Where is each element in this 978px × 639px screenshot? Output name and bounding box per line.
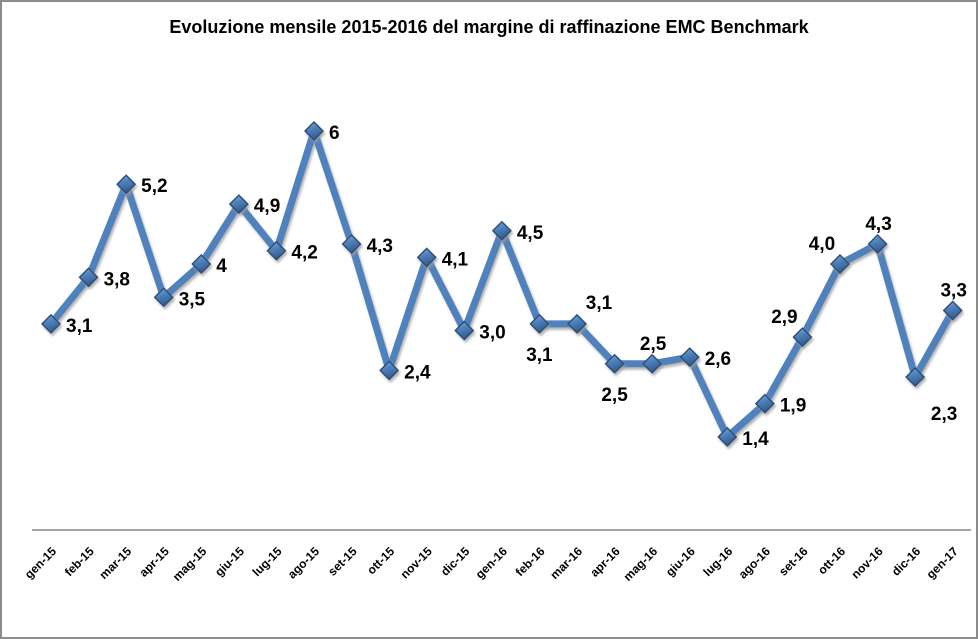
x-axis-tick-label-lug-15: lug-15 [250,544,285,579]
data-point-marker-lug-16 [717,426,738,447]
data-label-nov-15: 4,1 [442,249,469,270]
data-point-marker-gen-16 [491,220,512,241]
x-axis-tick-label-mar-15: mar-15 [97,544,135,582]
data-label-mag-15: 4 [216,256,227,277]
data-label-set-16: 2,9 [771,307,797,328]
x-axis-tick-label-mag-16: mag-16 [621,544,661,584]
data-label-feb-16: 3,1 [526,345,553,366]
x-axis-tick-label-gen-17: gen-17 [924,544,961,581]
x-axis-tick-label-dic-16: dic-16 [889,544,924,579]
data-point-marker-dic-16 [905,367,926,388]
data-point-marker-nov-16 [867,234,888,255]
data-label-giu-16: 2,6 [705,349,731,370]
data-label-dic-16: 2,3 [931,404,957,425]
x-axis-tick-label-apr-15: apr-15 [136,544,172,580]
data-label-lug-15: 4,2 [291,243,317,264]
data-label-nov-16: 4,3 [865,214,891,235]
x-axis-tick-label-giu-16: giu-16 [663,544,698,579]
x-axis-tick-label-ago-15: ago-15 [285,544,322,581]
data-label-dic-15: 3,0 [479,323,505,344]
data-label-lug-16: 1,4 [742,429,769,450]
x-axis-tick-label-ago-16: ago-16 [736,544,773,581]
data-label-ott-15: 2,4 [404,362,431,383]
data-point-marker-gen-17 [942,300,963,321]
x-axis-tick-label-nov-15: nov-15 [398,544,435,581]
x-axis-tick-label-giu-15: giu-15 [212,544,247,579]
data-label-mag-16: 2,5 [640,334,667,355]
x-axis-tick-label-mar-16: mar-16 [547,544,585,582]
data-point-marker-giu-16 [679,347,700,368]
data-label-set-15: 4,3 [367,236,393,257]
data-label-mar-15: 5,2 [141,176,167,197]
x-axis-tick-label-set-15: set-15 [325,544,360,579]
data-point-marker-lug-15 [266,240,287,261]
x-axis-tick-label-feb-16: feb-16 [513,544,548,579]
data-label-ago-16: 1,9 [780,396,806,417]
data-point-marker-mag-16 [642,353,663,374]
x-axis-tick-label-nov-16: nov-16 [848,544,885,581]
data-label-gen-15: 3,1 [66,316,93,337]
x-axis-tick-label-feb-15: feb-15 [62,544,97,579]
data-point-marker-ott-16 [830,254,850,274]
data-label-mar-16: 3,1 [586,293,613,314]
x-axis-tick-label-lug-16: lug-16 [701,544,736,579]
data-point-marker-mar-15 [116,174,137,195]
data-point-marker-nov-15 [416,247,437,268]
data-label-giu-15: 4,9 [254,196,280,217]
data-label-ago-15: 6 [329,123,340,144]
data-point-marker-mar-16 [567,313,587,334]
x-axis-tick-label-gen-16: gen-16 [473,544,510,581]
data-point-marker-gen-15 [41,313,61,334]
data-point-marker-feb-16 [529,313,550,334]
data-label-apr-15: 3,5 [179,289,206,310]
x-axis-tick-label-mag-15: mag-15 [170,544,210,584]
data-point-marker-ott-15 [379,360,400,381]
x-axis-tick-label-ott-15: ott-15 [364,544,397,577]
data-point-marker-giu-15 [228,194,249,215]
data-point-marker-ago-16 [754,393,775,414]
data-point-marker-set-15 [341,234,362,255]
data-point-marker-apr-15 [153,287,174,308]
data-point-marker-feb-15 [78,267,99,288]
data-label-ott-16: 4,0 [809,234,835,255]
x-axis-tick-label-ott-16: ott-16 [815,544,848,577]
data-label-feb-15: 3,8 [104,269,130,290]
data-point-marker-mag-15 [191,254,212,274]
data-label-apr-16: 2,5 [601,385,628,406]
x-axis-tick-label-set-16: set-16 [776,544,811,579]
data-label-gen-16: 4,5 [517,223,544,244]
series-line [47,127,957,441]
chart-title: Evoluzione mensile 2015-2016 del margine… [169,17,809,37]
data-point-marker-ago-15 [304,121,324,141]
x-axis-tick-label-apr-16: apr-16 [587,544,623,580]
x-axis-tick-label-dic-15: dic-15 [438,544,473,579]
data-point-marker-set-16 [792,327,813,348]
x-axis-tick-label-gen-15: gen-15 [22,544,59,581]
data-label-gen-17: 3,3 [940,281,966,302]
data-point-marker-apr-16 [604,353,625,374]
data-point-marker-dic-15 [454,320,475,341]
